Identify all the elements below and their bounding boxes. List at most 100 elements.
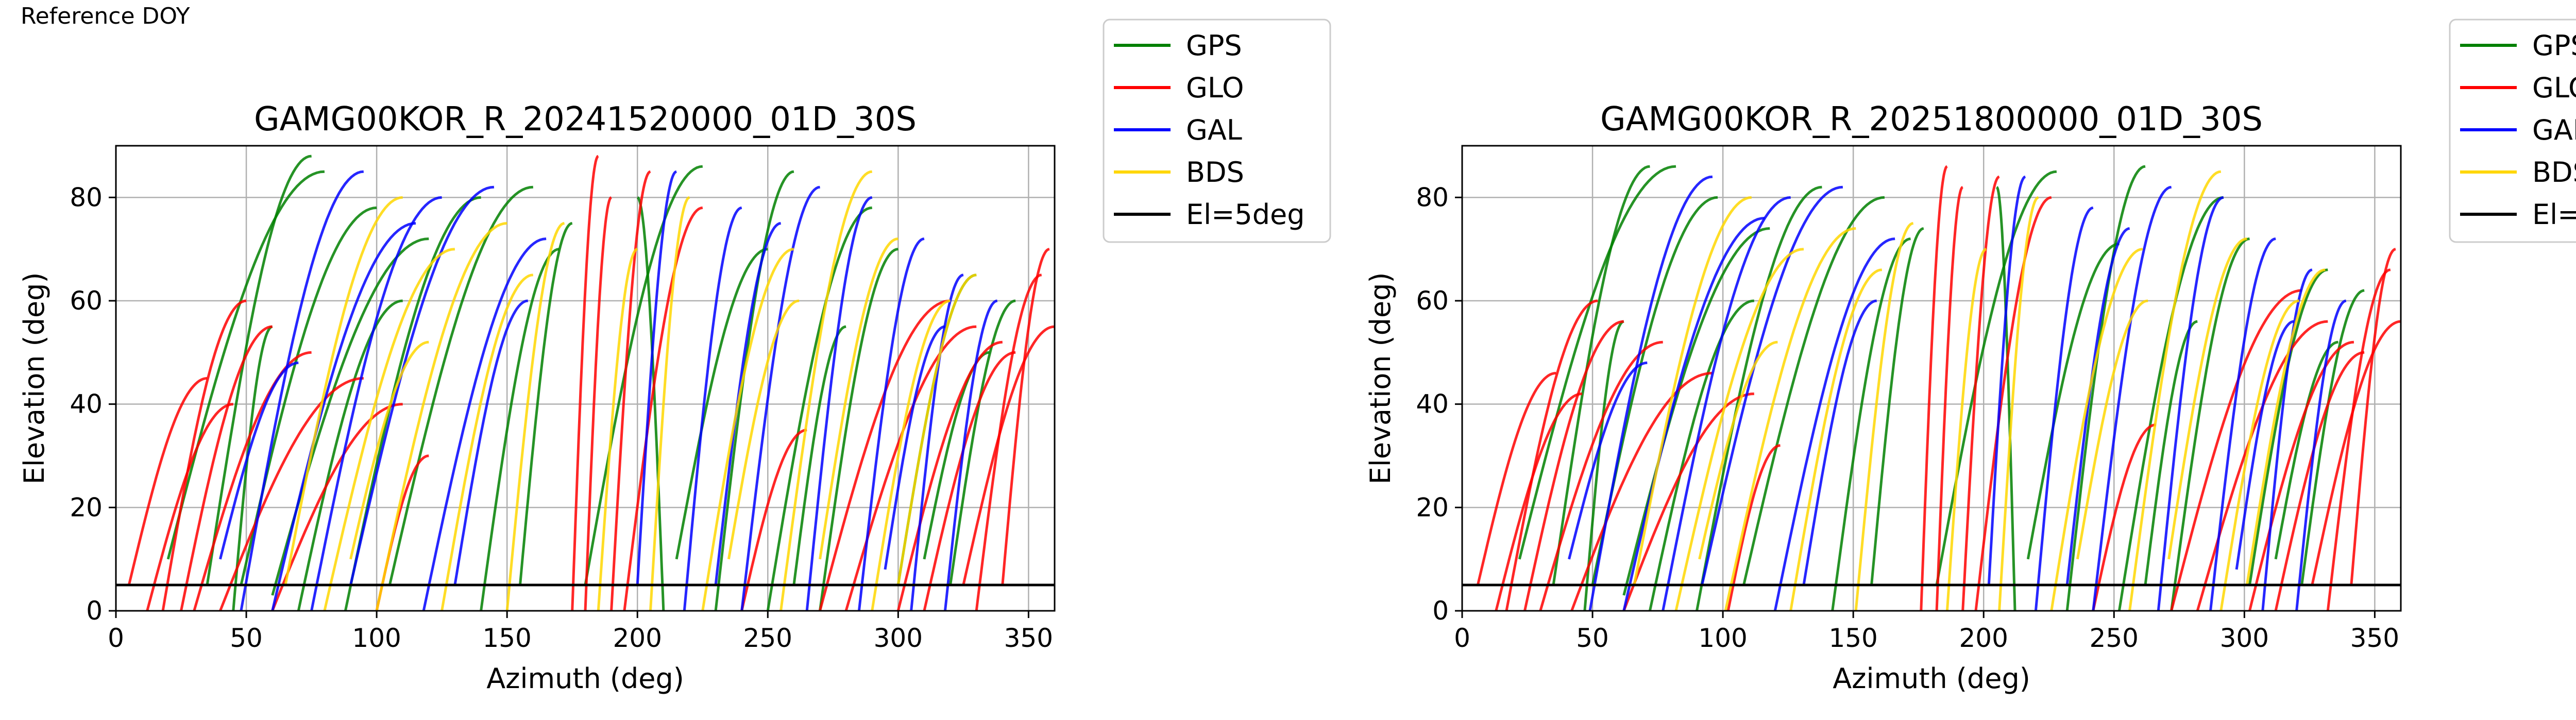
- series-track-bds: [1674, 248, 1804, 611]
- series-track-glo: [623, 206, 703, 611]
- series-track-gps: [297, 299, 403, 611]
- legend: GPS GLO GAL BDS El=5deg: [2449, 19, 2576, 243]
- series-track-gal: [2034, 206, 2094, 611]
- series-track-glo: [271, 403, 403, 611]
- series-track-gal: [2295, 299, 2347, 611]
- series-track-bds: [2128, 170, 2222, 611]
- x-tick-label: 100: [1698, 623, 1747, 653]
- series-track-glo: [161, 299, 247, 611]
- series-track-gps: [2026, 243, 2120, 560]
- series-track-gal: [1701, 185, 1843, 586]
- plot-area: [116, 155, 1055, 611]
- series-track-bds: [1633, 196, 1752, 586]
- legend-label: GPS: [2532, 29, 2576, 62]
- y-axis-label: Elevation (deg): [18, 272, 50, 485]
- series-track-gps: [1518, 165, 1676, 560]
- x-tick-label: 350: [2350, 623, 2399, 653]
- legend-label: BDS: [1186, 156, 1244, 188]
- y-tick-label: 80: [1416, 182, 1449, 212]
- series-track-gal: [2157, 196, 2224, 611]
- chart-title: GAMG00KOR_R_20251800000_01D_30S: [1600, 100, 2263, 139]
- series-track-gal: [310, 196, 442, 611]
- series-track-glo: [2326, 268, 2391, 611]
- series-track-bds: [701, 248, 794, 611]
- series-track-gps: [1583, 320, 1624, 611]
- x-tick-label: 350: [1004, 623, 1053, 653]
- x-tick-label: 200: [1959, 623, 2008, 653]
- series-track-gal: [2209, 237, 2276, 611]
- series-track-bds: [779, 170, 873, 611]
- y-tick-label: 60: [70, 286, 103, 316]
- series-track-gps: [480, 248, 560, 611]
- x-tick-label: 0: [1454, 623, 1470, 653]
- series-track-glo: [193, 351, 312, 611]
- series-track-gps: [206, 155, 312, 586]
- series-track-gps: [2300, 289, 2365, 586]
- page-title: Reference DOY: [21, 3, 190, 29]
- series-track-gal: [349, 185, 495, 586]
- legend-label: GAL: [2532, 114, 2576, 146]
- series-track-gal: [1568, 361, 1648, 560]
- series-track-gps: [1742, 196, 1885, 586]
- y-axis-label: Elevation (deg): [1364, 272, 1397, 485]
- x-tick-label: 250: [743, 623, 792, 653]
- series-track-glo: [1622, 392, 1754, 611]
- series-track-glo: [2350, 248, 2396, 586]
- series-track-gps: [1696, 185, 1822, 611]
- series-track-glo: [1505, 299, 1598, 611]
- chart-panel-1: 0 50 100 150 200 250 300 350 0 20 40 60 80 GAMG00KOR_…: [18, 19, 1331, 695]
- series-track-gal: [943, 299, 998, 611]
- series-track-glo: [975, 273, 1042, 611]
- series-track-bds: [1789, 268, 1883, 611]
- legend-label: BDS: [2532, 156, 2576, 188]
- series-track-bds: [2245, 268, 2326, 586]
- series-track-gal: [857, 237, 925, 611]
- series-track-glo: [1726, 444, 1781, 611]
- series-track-bds: [375, 222, 507, 611]
- series-track-glo: [2311, 320, 2401, 586]
- legend-label: El=5deg: [1186, 198, 1305, 231]
- series-track-gps: [1552, 165, 1650, 586]
- y-tick-label: 20: [1416, 492, 1449, 522]
- legend-label: GLO: [2532, 72, 2576, 104]
- plot-frame: [1461, 145, 2402, 612]
- series-track-gal: [2065, 227, 2130, 586]
- legend-label: GLO: [1186, 72, 1244, 104]
- series-track-gal: [683, 206, 742, 611]
- series-track-gps: [584, 165, 703, 586]
- series-track-glo: [740, 428, 807, 611]
- series-track-glo: [1935, 186, 1963, 611]
- series-track-glo: [923, 351, 1016, 611]
- series-track-glo: [896, 340, 1003, 611]
- y-tick-label: 60: [1416, 286, 1449, 316]
- chart-title: GAMG00KOR_R_20241520000_01D_30S: [254, 100, 917, 139]
- x-tick-label: 50: [1576, 623, 1609, 653]
- series-track-gps: [519, 222, 573, 586]
- series-track-gps: [949, 299, 1016, 586]
- series-track-gal: [740, 185, 820, 611]
- x-tick-label: 300: [2220, 623, 2269, 653]
- series-track-bds: [349, 340, 429, 560]
- series-track-gal: [1987, 175, 2026, 585]
- y-tick-label: 40: [70, 389, 103, 419]
- series-track-glo: [180, 325, 273, 611]
- series-track-glo: [1961, 175, 2000, 611]
- series-track-glo: [962, 325, 1055, 586]
- series-track-gps: [388, 185, 534, 586]
- series-track-glo: [1001, 248, 1050, 586]
- legend-label: El=5deg: [2532, 198, 2576, 231]
- series-track-bds: [2219, 299, 2299, 611]
- series-track-gal: [2261, 268, 2313, 611]
- series-track-gps: [1648, 299, 1755, 611]
- series-track-gal: [453, 299, 528, 586]
- series-track-bds: [2050, 248, 2143, 611]
- series-track-gps: [675, 248, 768, 560]
- x-axis-label: Azimuth (deg): [486, 662, 684, 695]
- series-track-gal: [636, 170, 677, 585]
- series-track-glo: [2092, 423, 2156, 611]
- legend: GPS GLO GAL BDS El=5deg: [1103, 19, 1331, 243]
- series-track-bds: [2167, 237, 2247, 560]
- series-track-bds: [819, 237, 899, 560]
- series-track-gal: [422, 237, 547, 611]
- series-track-glo: [571, 155, 599, 611]
